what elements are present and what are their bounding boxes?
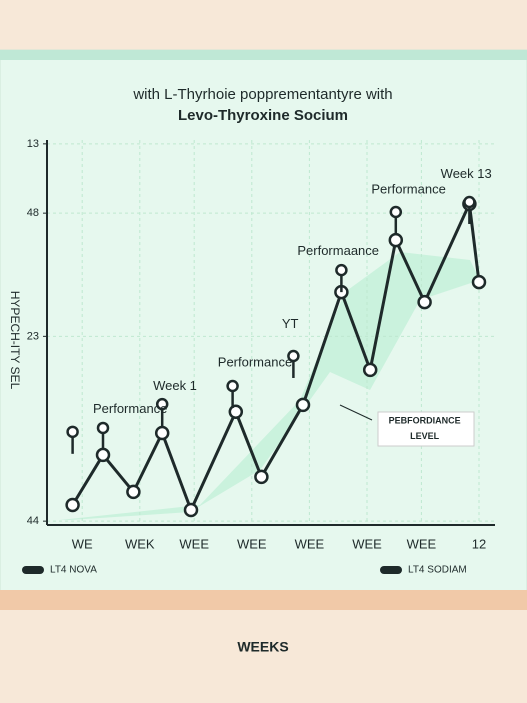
annotation-box <box>377 411 475 447</box>
y-axis-label: HYPECH-ITY SEL <box>8 291 22 390</box>
point <box>183 502 199 518</box>
x-tick-label: WEE <box>407 536 437 551</box>
annotation-pointer <box>339 404 373 421</box>
point <box>295 397 311 413</box>
legend-swatch <box>22 566 44 574</box>
annotation: Performance <box>218 355 292 370</box>
legend-label: LT4 SODIAM <box>408 565 467 576</box>
point <box>155 397 169 411</box>
point <box>254 469 269 485</box>
point <box>362 362 378 378</box>
point <box>389 205 403 219</box>
y-tick-label: 23 <box>27 330 39 342</box>
point <box>226 379 239 393</box>
x-tick-label: WEE <box>295 536 325 551</box>
x-axis-label: WEEKS <box>237 639 288 655</box>
x-tick-label: 12 <box>472 536 486 551</box>
annotation: PEBFORDIANCE <box>389 415 461 425</box>
y-tick-label: 48 <box>27 207 39 219</box>
x-tick-label: WEE <box>179 536 209 551</box>
panel-top <box>0 50 527 60</box>
x-tick-label: WEK <box>125 536 155 551</box>
annotation: Performance <box>93 401 167 416</box>
point <box>66 425 79 439</box>
annotation: LEVEL <box>410 431 440 441</box>
annotation: YT <box>282 316 299 331</box>
area-shade <box>60 252 480 520</box>
annotation: Week 1 <box>153 378 197 393</box>
chart-subtitle: Levo-Thyroxine Socium <box>178 107 348 124</box>
point <box>471 274 487 290</box>
panel-bottom <box>0 590 527 610</box>
point <box>65 497 80 513</box>
y-tick-label: 13 <box>27 138 39 150</box>
point <box>417 294 432 310</box>
x-tick-label: WE <box>72 536 93 551</box>
annotation: Performance <box>371 181 445 196</box>
line <box>71 202 481 512</box>
point <box>335 263 348 277</box>
legend-swatch <box>380 566 402 574</box>
chart-title: with L-Thyrhoie popprementantyre with <box>132 86 392 103</box>
y-tick-label: 44 <box>27 515 39 527</box>
legend-label: LT4 NOVA <box>50 565 97 576</box>
point <box>463 195 476 209</box>
annotation: Week 13 <box>441 166 492 181</box>
point <box>154 425 170 441</box>
annotation: Performaance <box>297 243 379 258</box>
point <box>388 232 404 248</box>
panel <box>0 49 527 596</box>
point <box>95 447 111 463</box>
x-tick-label: WEE <box>237 536 267 551</box>
point <box>126 484 141 500</box>
legend: LT4 NOVA LT4 SODIAM <box>22 565 467 576</box>
x-tick-label: WEE <box>352 536 382 551</box>
point <box>287 349 300 363</box>
point <box>228 404 244 420</box>
point <box>96 421 110 435</box>
